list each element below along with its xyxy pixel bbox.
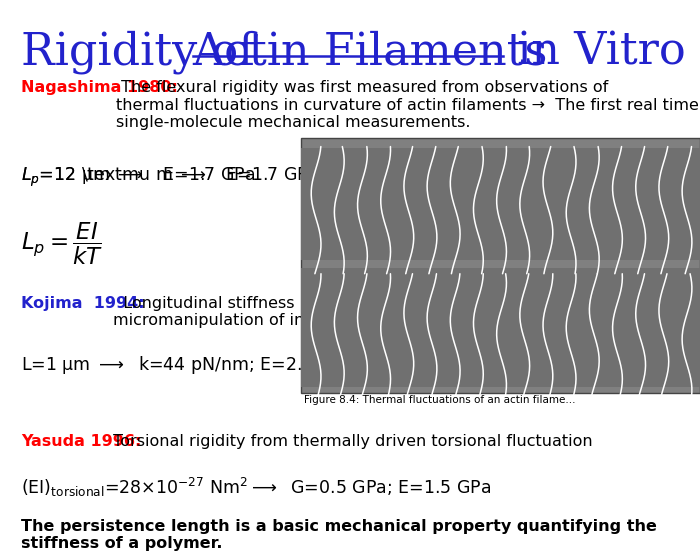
Text: Longitudinal stiffness by
micromanipulation of individual filaments: Longitudinal stiffness by micromanipulat… [113, 296, 448, 328]
Text: The persistence length is a basic mechanical property quantifying the
stiffness : The persistence length is a basic mechan… [21, 519, 657, 551]
Text: The flexural rigidity was first measured from observations of
thermal fluctuatio: The flexural rigidity was first measured… [116, 80, 699, 130]
Bar [301, 268, 700, 387]
Text: $L_p$=12 \textmu m $\longrightarrow$   E=1.7 GPa: $L_p$=12 \textmu m $\longrightarrow$ E=1… [21, 166, 318, 189]
Text: L=1 μm $\longrightarrow$  k=44 pN/nm; E=2.3 GPa: L=1 μm $\longrightarrow$ k=44 pN/nm; E=2… [21, 354, 353, 376]
Text: Rigidity of: Rigidity of [21, 30, 269, 74]
Text: in Vitro: in Vitro [503, 30, 685, 74]
Text: Figure 8.4: Thermal fluctuations of an actin filame...: Figure 8.4: Thermal fluctuations of an a… [304, 395, 576, 405]
Bar [301, 138, 700, 393]
Text: $L_p = \dfrac{EI}{kT}$: $L_p = \dfrac{EI}{kT}$ [21, 221, 104, 267]
Text: (EI)$_{\mathrm{torsional}}$=28$\times$10$^{-27}$ Nm$^2$$\longrightarrow$  G=0.5 : (EI)$_{\mathrm{torsional}}$=28$\times$10… [21, 476, 491, 499]
Text: $L_p$=12 μm $\longrightarrow$   E=1.7 GPa: $L_p$=12 μm $\longrightarrow$ E=1.7 GPa [21, 166, 255, 189]
Text: Yasuda 1996:: Yasuda 1996: [21, 434, 141, 449]
Text: Nagashima 1980:: Nagashima 1980: [21, 80, 178, 95]
Text: Torsional rigidity from thermally driven torsional fluctuation: Torsional rigidity from thermally driven… [108, 434, 593, 449]
Text: Actin Filaments: Actin Filaments [193, 30, 548, 74]
Bar [301, 148, 700, 260]
Text: Kojima  1994:: Kojima 1994: [21, 296, 145, 311]
